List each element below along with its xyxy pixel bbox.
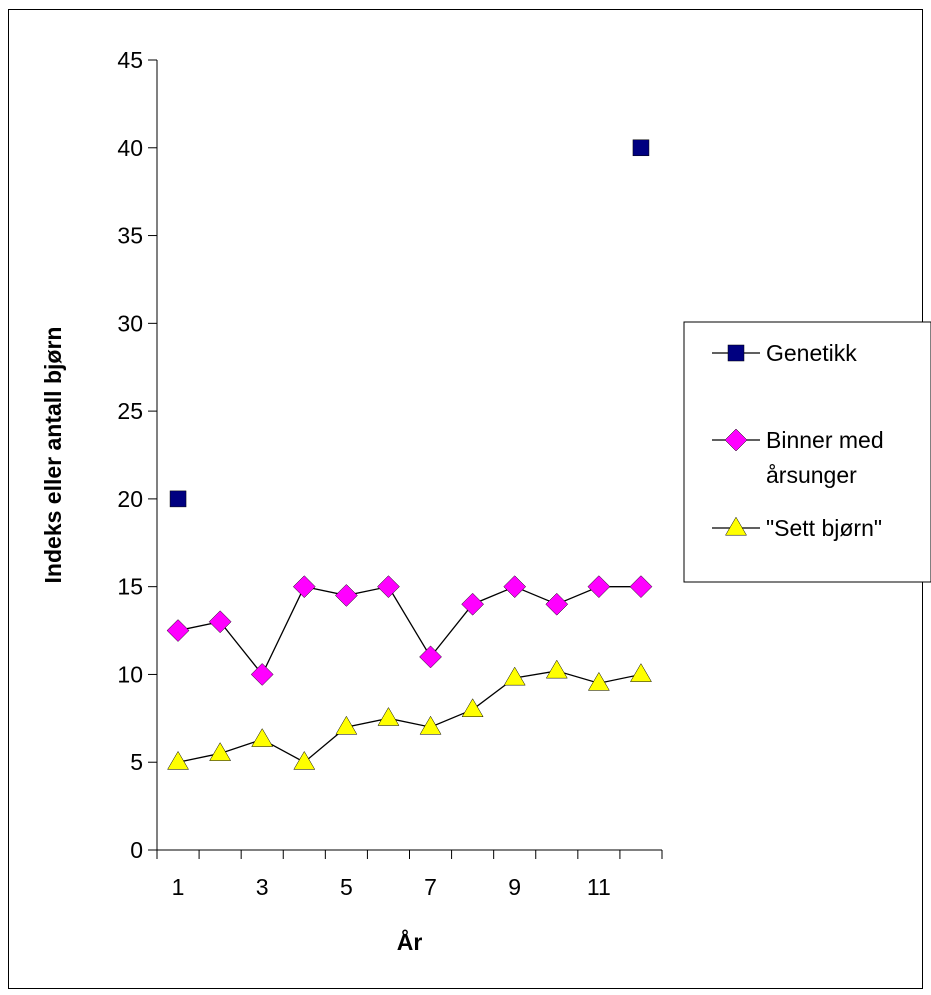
x-tick-label: 7 [424,874,437,900]
data-point [545,592,569,616]
data-point [419,645,442,669]
x-tick-label: 5 [340,874,353,900]
data-point [629,575,653,599]
series-1 [166,575,653,686]
data-point [461,592,484,616]
legend-label: Binner med [766,427,884,453]
y-tick-label: 35 [117,223,143,249]
data-point [419,715,442,735]
x-tick-label: 11 [587,874,611,900]
data-point [545,659,568,679]
data-point [250,663,274,686]
data-point [461,698,484,718]
legend-box [683,321,931,583]
legend-label: "Sett bjørn" [766,515,882,541]
y-tick-label: 25 [117,398,143,424]
data-point [335,584,358,607]
y-tick-label: 15 [117,574,143,600]
x-axis-title: År [397,928,423,955]
x-tick-label: 1 [172,874,185,900]
data-point [630,663,652,682]
data-point [377,707,400,726]
data-point [209,742,232,761]
data-point [167,750,189,770]
legend-marker [725,516,747,536]
data-point [293,750,316,770]
y-tick-label: 10 [117,661,143,687]
y-tick-label: 20 [117,486,143,512]
data-point [587,575,611,599]
x-tick-label: 3 [256,874,269,900]
series-0 [169,139,650,508]
data-point [503,666,526,686]
y-tick-label: 45 [117,47,143,73]
legend-label: årsunger [766,462,857,488]
data-point [166,619,190,642]
data-point [335,715,358,735]
series-2 [167,659,652,770]
data-point [251,728,274,747]
legend-label: Genetikk [766,340,857,366]
y-tick-label: 30 [117,310,143,336]
data-point [587,671,610,691]
x-tick-label: 9 [508,874,521,900]
legend: Genetikk Binner med årsunger "Sett bjørn" [683,321,931,583]
data-point [632,139,650,157]
series-layer [166,139,653,770]
legend-marker [727,344,745,362]
y-tick-label: 5 [130,749,143,775]
y-tick-label: 0 [130,837,143,863]
data-point [208,610,232,634]
legend-marker [724,428,748,452]
data-point [377,575,400,599]
y-axis-title: Indeks eller antall bjørn [40,327,66,584]
data-point [292,575,316,599]
data-point [169,490,187,508]
series-line [177,670,642,764]
series-line [177,585,641,676]
y-tick-label: 40 [117,135,143,161]
data-point [503,575,527,599]
